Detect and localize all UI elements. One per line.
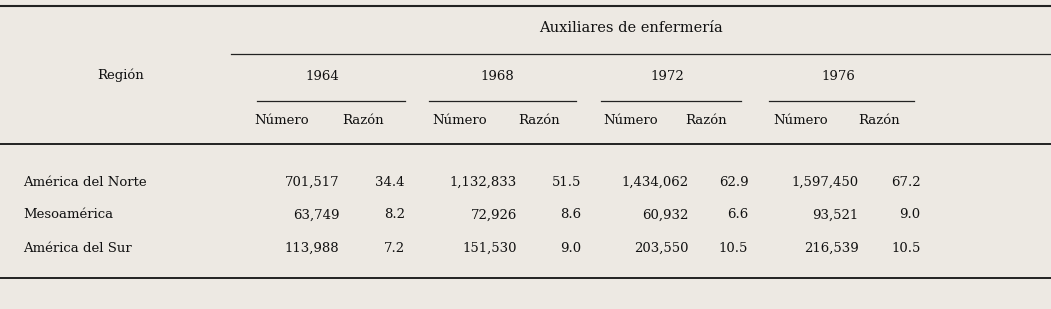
Text: 72,926: 72,926 xyxy=(471,209,517,222)
Text: 1,132,833: 1,132,833 xyxy=(450,176,517,188)
Text: 8.6: 8.6 xyxy=(560,209,581,222)
Text: Mesoamérica: Mesoamérica xyxy=(23,209,114,222)
Text: Número: Número xyxy=(254,113,309,126)
Text: 151,530: 151,530 xyxy=(462,242,517,255)
Text: 62.9: 62.9 xyxy=(719,176,748,188)
Text: 216,539: 216,539 xyxy=(804,242,859,255)
Text: 203,550: 203,550 xyxy=(634,242,688,255)
Text: Región: Región xyxy=(98,68,144,82)
Text: América del Sur: América del Sur xyxy=(23,242,131,255)
Text: 701,517: 701,517 xyxy=(285,176,339,188)
Text: Razón: Razón xyxy=(518,113,560,126)
Text: 1968: 1968 xyxy=(480,70,514,83)
Text: 1,434,062: 1,434,062 xyxy=(621,176,688,188)
Text: 9.0: 9.0 xyxy=(900,209,921,222)
Text: 10.5: 10.5 xyxy=(719,242,748,255)
Text: 8.2: 8.2 xyxy=(384,209,405,222)
Text: 34.4: 34.4 xyxy=(375,176,405,188)
Text: América del Norte: América del Norte xyxy=(23,176,147,188)
Text: Razón: Razón xyxy=(858,113,900,126)
Text: 93,521: 93,521 xyxy=(812,209,859,222)
Text: 113,988: 113,988 xyxy=(285,242,339,255)
Text: 9.0: 9.0 xyxy=(560,242,581,255)
Text: Número: Número xyxy=(432,113,487,126)
Text: 10.5: 10.5 xyxy=(891,242,921,255)
Text: 51.5: 51.5 xyxy=(552,176,581,188)
Text: Auxiliares de enfermería: Auxiliares de enfermería xyxy=(539,21,722,35)
Text: Número: Número xyxy=(603,113,658,126)
Text: Razón: Razón xyxy=(685,113,727,126)
Text: 7.2: 7.2 xyxy=(384,242,405,255)
Text: Número: Número xyxy=(774,113,828,126)
Text: 1976: 1976 xyxy=(822,70,856,83)
Text: 60,932: 60,932 xyxy=(642,209,688,222)
Text: Razón: Razón xyxy=(342,113,384,126)
Text: 1972: 1972 xyxy=(651,70,684,83)
Text: 63,749: 63,749 xyxy=(293,209,339,222)
Text: 67.2: 67.2 xyxy=(891,176,921,188)
Text: 1,597,450: 1,597,450 xyxy=(791,176,859,188)
Text: 1964: 1964 xyxy=(306,70,339,83)
Text: 6.6: 6.6 xyxy=(727,209,748,222)
